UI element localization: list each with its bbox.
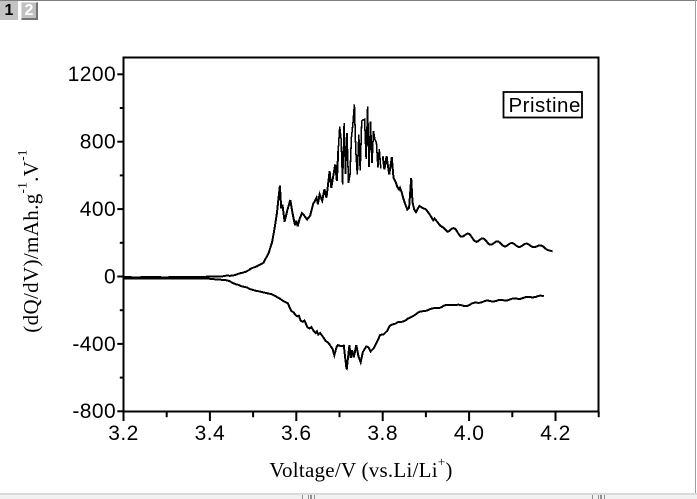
svg-text:800: 800 [80, 131, 116, 154]
svg-text:3.8: 3.8 [367, 422, 398, 445]
svg-text:4.0: 4.0 [454, 422, 485, 445]
svg-text:3.2: 3.2 [108, 422, 139, 445]
svg-text:-400: -400 [72, 333, 116, 356]
svg-text:1200: 1200 [68, 63, 117, 86]
svg-text:0: 0 [104, 265, 116, 288]
svg-text:Pristine: Pristine [509, 94, 581, 117]
svg-text:(dQ/dV)/mAh.g-1.V-1: (dQ/dV)/mAh.g-1.V-1 [15, 149, 44, 332]
svg-text:Voltage/V (vs.Li/Li+): Voltage/V (vs.Li/Li+) [269, 454, 452, 482]
svg-text:3.6: 3.6 [281, 422, 312, 445]
svg-text:3.4: 3.4 [195, 422, 226, 445]
svg-text:4.2: 4.2 [540, 422, 571, 445]
svg-text:-800: -800 [72, 400, 116, 423]
svg-text:400: 400 [80, 198, 116, 221]
